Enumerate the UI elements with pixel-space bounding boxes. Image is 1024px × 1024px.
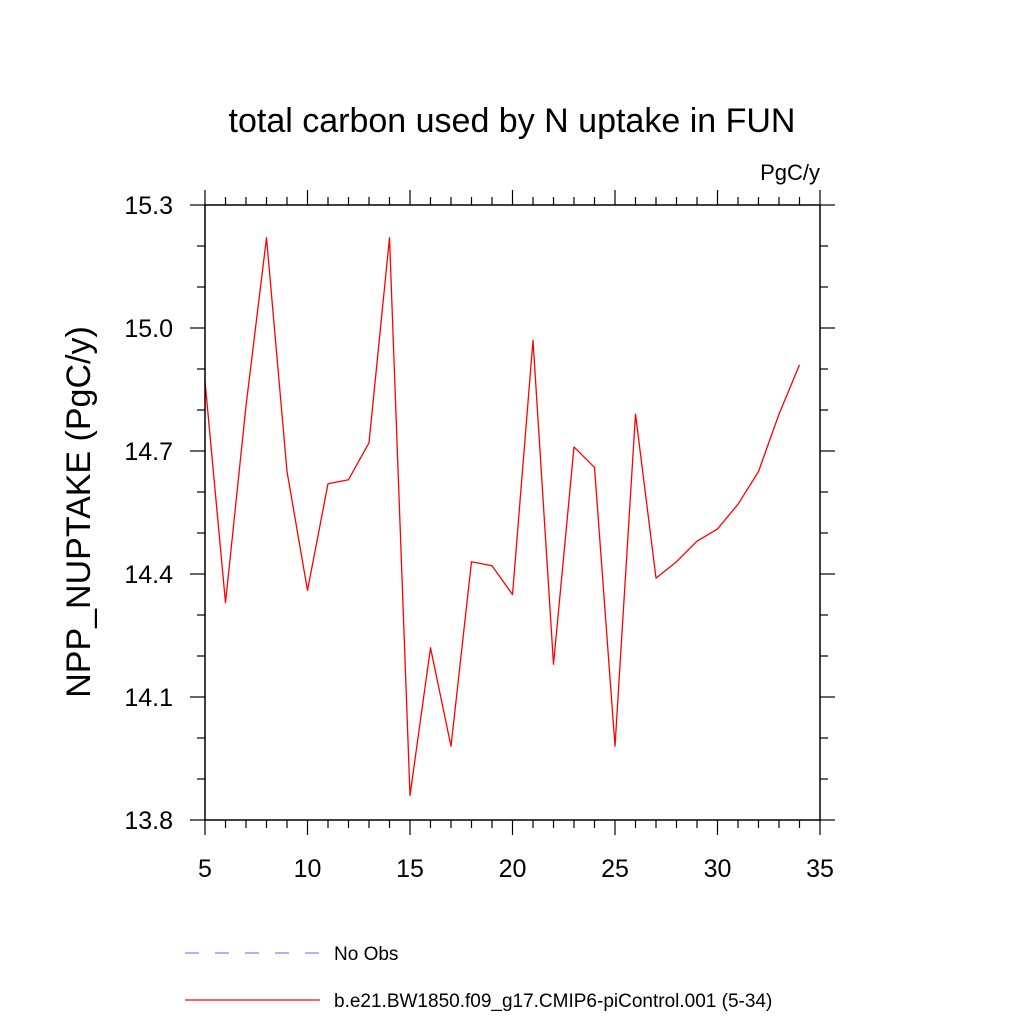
y-tick-label: 14.4	[124, 561, 173, 589]
x-tick-label: 35	[806, 855, 834, 883]
legend-label-1: b.e21.BW1850.f09_g17.CMIP6-piControl.001…	[334, 991, 772, 1012]
x-tick-label: 30	[704, 855, 732, 883]
units-label: PgC/y	[760, 160, 820, 185]
x-tick-label: 15	[396, 855, 424, 883]
plot-frame	[204, 204, 821, 821]
y-tick-label: 15.3	[124, 192, 173, 220]
x-tick-label: 20	[499, 855, 527, 883]
x-tick-label: 10	[294, 855, 322, 883]
chart-title: total carbon used by N uptake in FUN	[229, 102, 796, 140]
y-axis-label: NPP_NUPTAKE (PgC/y)	[60, 326, 98, 698]
x-tick-label: 25	[601, 855, 629, 883]
axis-ticks: 5 10 15 20 25 30 35 13.8 14.1 14.4 14.7 15.0 15.3	[124, 190, 835, 883]
legend: No Obs b.e21.BW1850.f09_g17.CMIP6-piContr…	[185, 944, 772, 1012]
series-line-0	[204, 237, 801, 797]
y-tick-label: 13.8	[124, 807, 173, 835]
y-tick-label: 14.1	[124, 684, 173, 712]
series-group	[204, 237, 801, 797]
y-tick-label: 15.0	[124, 315, 173, 343]
y-tick-label: 14.7	[124, 438, 173, 466]
legend-label-0: No Obs	[334, 944, 398, 965]
x-tick-label: 5	[198, 855, 212, 883]
